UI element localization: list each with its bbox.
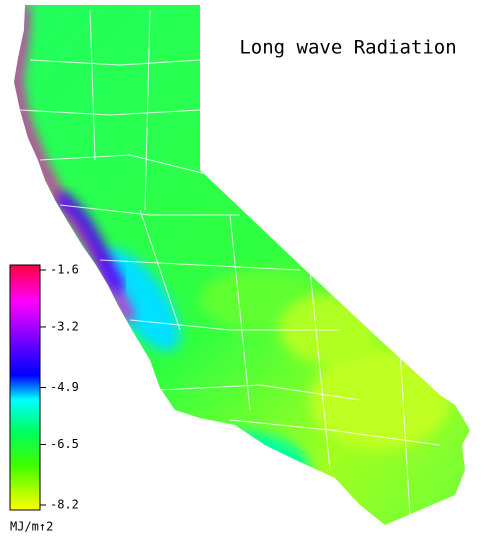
colorbar-tick-label: -1.6 <box>50 263 79 277</box>
colorbar-tick-label: -4.9 <box>50 380 79 394</box>
county-lines <box>19 9 441 516</box>
colorbar-tick-label: -8.2 <box>50 498 79 512</box>
colorbar-tick-label: -6.5 <box>50 437 79 451</box>
colorbar-tick-label: -3.2 <box>50 319 79 333</box>
map-title: Long wave Radiation <box>239 37 456 59</box>
colorbar-unit: MJ/m↑2 <box>10 520 53 534</box>
colorbar <box>9 264 41 511</box>
